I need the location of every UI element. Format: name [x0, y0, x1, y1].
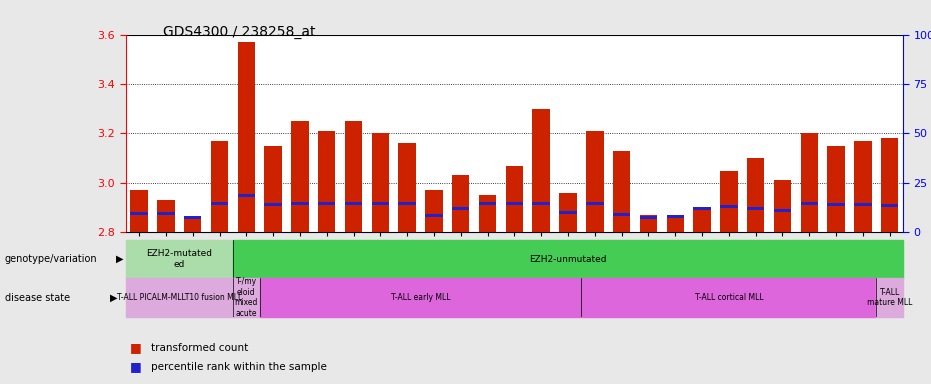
- Bar: [854, 141, 871, 232]
- Bar: [613, 213, 630, 216]
- Bar: [667, 215, 684, 218]
- Text: GDS4300 / 238258_at: GDS4300 / 238258_at: [163, 25, 316, 39]
- Bar: [720, 170, 737, 232]
- Bar: [157, 212, 175, 215]
- Bar: [479, 202, 496, 205]
- Bar: [344, 202, 362, 205]
- Bar: [260, 278, 581, 317]
- Text: T-ALL PICALM-MLLT10 fusion MLL: T-ALL PICALM-MLLT10 fusion MLL: [116, 293, 242, 302]
- Bar: [881, 204, 898, 207]
- Bar: [398, 143, 416, 232]
- Text: EZH2-mutated
ed: EZH2-mutated ed: [146, 250, 212, 269]
- Text: T-/my
eloid
mixed
acute: T-/my eloid mixed acute: [235, 278, 258, 318]
- Bar: [210, 202, 228, 205]
- Bar: [318, 202, 335, 205]
- Bar: [452, 207, 469, 210]
- Bar: [506, 202, 523, 205]
- Bar: [801, 134, 818, 232]
- Bar: [801, 202, 818, 205]
- Bar: [130, 212, 148, 215]
- Bar: [398, 202, 416, 205]
- Text: disease state: disease state: [5, 293, 70, 303]
- Bar: [881, 138, 898, 232]
- Bar: [613, 151, 630, 232]
- Bar: [291, 202, 309, 205]
- Text: T-ALL
mature MLL: T-ALL mature MLL: [867, 288, 912, 307]
- Bar: [210, 141, 228, 232]
- Bar: [694, 208, 710, 232]
- Bar: [371, 202, 389, 205]
- Text: EZH2-unmutated: EZH2-unmutated: [529, 255, 607, 264]
- Bar: [291, 121, 309, 232]
- Bar: [533, 109, 550, 232]
- Text: ■: ■: [130, 360, 142, 373]
- Bar: [318, 131, 335, 232]
- Text: ▶: ▶: [116, 254, 124, 264]
- Bar: [828, 203, 844, 205]
- Bar: [533, 202, 550, 205]
- Text: ■: ■: [130, 341, 142, 354]
- Bar: [720, 205, 737, 208]
- Bar: [640, 215, 657, 232]
- Bar: [184, 216, 201, 232]
- Bar: [774, 209, 791, 212]
- Bar: [184, 216, 201, 219]
- Bar: [854, 203, 871, 205]
- Bar: [747, 158, 764, 232]
- Bar: [264, 146, 282, 232]
- Text: T-ALL cortical MLL: T-ALL cortical MLL: [695, 293, 763, 302]
- Bar: [237, 42, 255, 232]
- Bar: [237, 194, 255, 197]
- Bar: [126, 278, 233, 317]
- Bar: [233, 240, 903, 278]
- Bar: [876, 278, 903, 317]
- Text: percentile rank within the sample: percentile rank within the sample: [151, 362, 327, 372]
- Bar: [667, 215, 684, 232]
- Bar: [774, 180, 791, 232]
- Bar: [587, 131, 603, 232]
- Text: T-ALL early MLL: T-ALL early MLL: [391, 293, 451, 302]
- Text: transformed count: transformed count: [151, 343, 248, 353]
- Bar: [371, 134, 389, 232]
- Bar: [640, 216, 657, 219]
- Bar: [344, 121, 362, 232]
- Text: genotype/variation: genotype/variation: [5, 254, 97, 264]
- Bar: [560, 193, 576, 232]
- Bar: [747, 207, 764, 210]
- Text: ▶: ▶: [110, 293, 117, 303]
- Bar: [130, 190, 148, 232]
- Bar: [560, 211, 576, 214]
- Bar: [828, 146, 844, 232]
- Bar: [264, 204, 282, 206]
- Bar: [425, 190, 442, 232]
- Bar: [425, 214, 442, 217]
- Bar: [694, 207, 710, 210]
- Bar: [452, 175, 469, 232]
- Bar: [587, 202, 603, 205]
- Bar: [157, 200, 175, 232]
- Bar: [581, 278, 876, 317]
- Bar: [479, 195, 496, 232]
- Bar: [126, 240, 233, 278]
- Bar: [506, 166, 523, 232]
- Bar: [233, 278, 260, 317]
